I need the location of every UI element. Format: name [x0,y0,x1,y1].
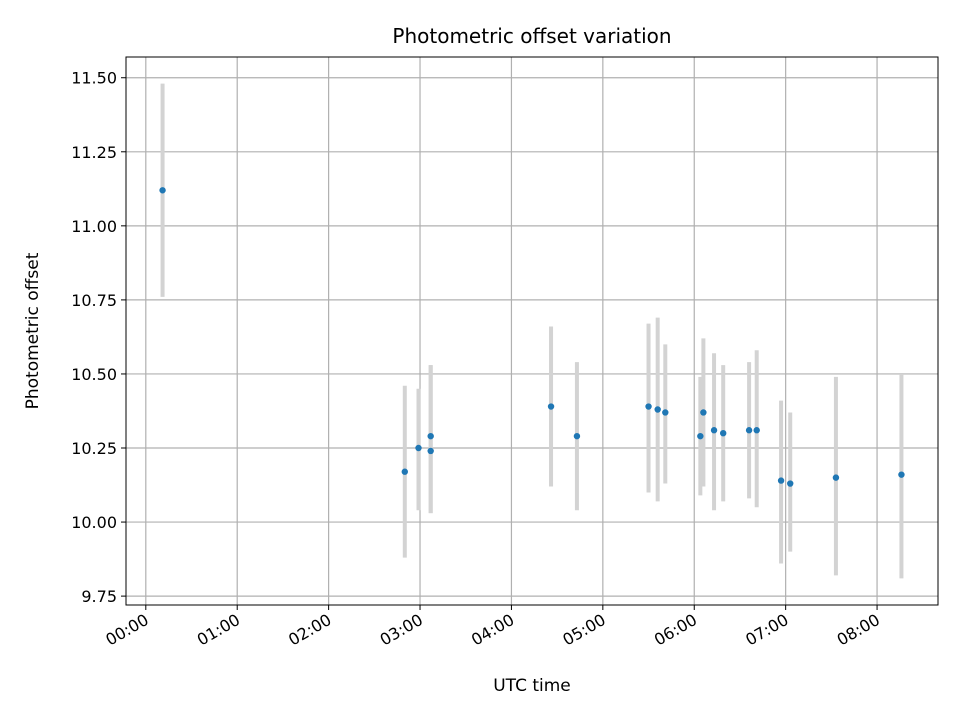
data-point [700,409,707,416]
data-point [787,480,794,487]
y-tick-label: 11.50 [71,69,117,88]
y-axis-ticks: 9.75 10.00 10.25 10.50 10.75 11.00 11.25 11.50 [71,69,126,606]
data-point [401,468,408,475]
y-tick-label: 10.75 [71,291,117,310]
x-tick-label: 04:00 [468,610,517,650]
x-tick-label: 06:00 [651,610,700,650]
y-axis-label: Photometric offset [23,252,43,409]
y-tick-label: 11.00 [71,217,117,236]
data-point [832,474,840,481]
data-point [753,427,760,434]
data-point [654,406,661,413]
data-points [159,187,905,487]
x-tick-label: 05:00 [559,610,608,650]
data-point [710,427,718,434]
y-tick-label: 9.75 [81,587,117,606]
data-point [697,432,704,440]
data-point [719,429,727,437]
x-tick-label: 02:00 [285,610,334,650]
x-axis-ticks: 00:00 01:00 02:00 03:00 04:00 05:00 06:00 07:00… [102,605,883,650]
plot-frame [125,56,939,606]
data-point [573,432,581,440]
y-tick-label: 10.50 [71,365,117,384]
data-point [645,403,652,410]
chart-title: Photometric offset variation [392,24,671,48]
x-tick-label: 01:00 [194,610,243,650]
data-point [415,444,422,452]
data-point [662,409,669,416]
x-tick-label: 07:00 [742,610,791,650]
data-point [547,403,555,410]
x-tick-label: 03:00 [377,610,426,650]
x-tick-label: 00:00 [102,610,151,650]
data-point [898,471,905,478]
x-axis-label: UTC time [493,676,571,696]
data-point [745,427,753,434]
data-point [427,447,434,455]
x-tick-label: 08:00 [834,610,883,650]
grid [126,57,938,605]
data-point [777,477,785,484]
data-point [427,432,434,440]
error-bars [160,83,904,579]
y-tick-label: 10.00 [71,513,117,532]
y-tick-label: 11.25 [71,143,117,162]
y-tick-label: 10.25 [71,439,117,458]
data-point [159,187,166,194]
